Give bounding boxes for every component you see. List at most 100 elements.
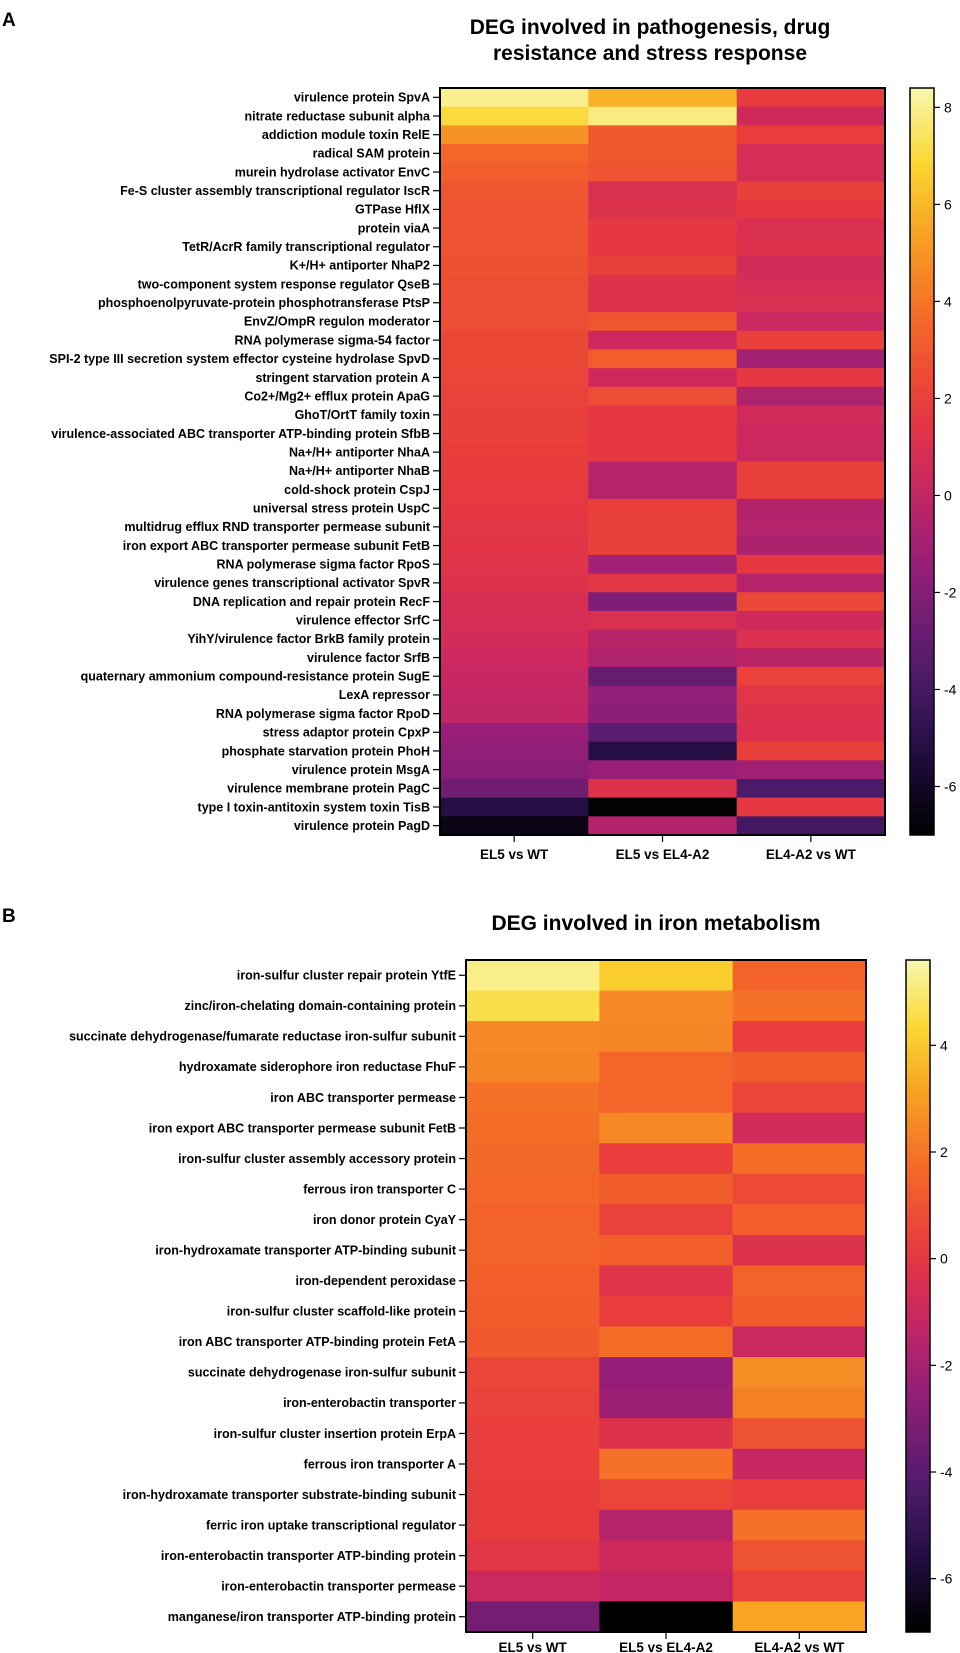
- heatmap-cell: [736, 106, 886, 126]
- heatmap-a-cells: [440, 88, 886, 836]
- colorbar-tick-label: 2: [944, 390, 952, 406]
- heatmap-cell: [736, 704, 886, 724]
- heatmap-cell: [440, 704, 589, 724]
- heatmap-cell: [440, 312, 589, 332]
- heatmap-cell: [588, 330, 738, 351]
- heatmap-cell: [736, 442, 886, 463]
- heatmap-cell: [440, 162, 589, 182]
- heatmap-cell: [466, 1448, 600, 1480]
- row-label: GhoT/OrtT family toxin: [295, 408, 430, 422]
- heatmap-cell: [588, 144, 738, 164]
- colorbar-tick-label: -2: [944, 584, 957, 600]
- heatmap-cell: [440, 629, 589, 649]
- heatmap-cell: [440, 88, 589, 108]
- colorbar-b: [905, 959, 931, 1633]
- heatmap-cell: [440, 666, 589, 687]
- row-label: RNA polymerase sigma factor RpoS: [217, 558, 430, 572]
- row-label: zinc/iron-chelating domain-containing pr…: [184, 999, 456, 1013]
- row-label: stress adaptor protein CpxP: [263, 726, 430, 740]
- heatmap-cell: [440, 648, 589, 668]
- heatmap-cell: [736, 610, 886, 631]
- heatmap-cell: [588, 424, 738, 444]
- heatmap-cell: [588, 442, 738, 463]
- heatmap-cell: [466, 1204, 600, 1236]
- row-label: RNA polymerase sigma factor RpoD: [216, 707, 430, 721]
- colorbar-tick-label: 0: [944, 487, 952, 503]
- colorbar-tick-label: -4: [940, 1464, 953, 1480]
- row-label: ferrous iron transporter A: [304, 1457, 456, 1471]
- heatmap-cell: [599, 1326, 734, 1358]
- heatmap-cell: [440, 517, 589, 537]
- heatmap-cell: [599, 1387, 734, 1419]
- row-label: EnvZ/OmpR regulon moderator: [244, 315, 430, 329]
- heatmap-cell: [736, 554, 886, 575]
- heatmap-cell: [440, 386, 589, 407]
- colorbar-a-ticks: 8 6 4 2 0 -2 -4 -6: [934, 99, 957, 794]
- heatmap-cell: [588, 629, 738, 649]
- heatmap-cell: [732, 1234, 867, 1267]
- row-label: iron ABC transporter ATP-binding protein…: [179, 1335, 456, 1349]
- heatmap-cell: [588, 685, 738, 705]
- heatmap-cell: [440, 125, 589, 145]
- chart-a-title-line-1: DEG involved in pathogenesis, drug: [470, 16, 831, 39]
- column-label: EL5 vs WT: [480, 847, 549, 862]
- heatmap-cell: [732, 1173, 867, 1205]
- heatmap-cell: [440, 330, 589, 351]
- row-label: addiction module toxin RelE: [262, 128, 430, 142]
- heatmap-cell: [599, 1051, 734, 1083]
- row-label: Fe-S cluster assembly transcriptional re…: [120, 184, 430, 198]
- panel-letter-a: A: [2, 10, 16, 31]
- heatmap-cell: [736, 424, 886, 444]
- chart-a-title-line-2: resistance and stress response: [493, 42, 807, 65]
- heatmap-cell: [599, 1143, 734, 1175]
- row-label: TetR/AcrR family transcriptional regulat…: [182, 240, 430, 254]
- heatmap-cell: [599, 1540, 734, 1572]
- heatmap-cell: [466, 1601, 600, 1633]
- heatmap-cell: [732, 1601, 867, 1633]
- column-label: EL4-A2 vs WT: [766, 847, 857, 862]
- row-label: nitrate reductase subunit alpha: [245, 109, 432, 123]
- heatmap-cell: [588, 797, 738, 817]
- heatmap-cell: [466, 1051, 600, 1083]
- heatmap-cell: [736, 517, 886, 537]
- heatmap-cell: [736, 256, 886, 276]
- row-label: phosphate starvation protein PhoH: [222, 744, 430, 758]
- colorbar-tick-label: -6: [944, 778, 957, 794]
- heatmap-cell: [588, 722, 738, 743]
- heatmap-cell: [588, 816, 738, 836]
- row-label: stringent starvation protein A: [255, 371, 430, 385]
- heatmap-cell: [466, 1326, 600, 1358]
- heatmap-cell: [466, 1082, 600, 1114]
- row-label: iron-enterobactin transporter: [283, 1396, 456, 1410]
- heatmap-cell: [440, 256, 589, 276]
- column-label: EL5 vs EL4-A2: [616, 847, 710, 862]
- heatmap-cell: [736, 480, 886, 500]
- heatmap-cell: [440, 293, 589, 313]
- heatmap-cell: [599, 1021, 734, 1053]
- heatmap-cell: [732, 1143, 867, 1175]
- heatmap-cell: [732, 1082, 867, 1114]
- colorbar-tick-label: 2: [940, 1144, 948, 1160]
- heatmap-cell: [588, 218, 738, 238]
- heatmap-cell: [588, 200, 738, 220]
- heatmap-cell: [736, 405, 886, 425]
- heatmap-cell: [440, 816, 589, 836]
- heatmap-cell: [588, 293, 738, 313]
- heatmap-cell: [732, 1448, 867, 1480]
- heatmap-cell: [588, 573, 738, 593]
- heatmap-cell: [588, 517, 738, 537]
- heatmap-cell: [736, 293, 886, 313]
- heatmap-cell: [736, 797, 886, 817]
- heatmap-cell: [440, 218, 589, 238]
- heatmap-b-frame: [465, 959, 867, 1633]
- heatmap-cell: [440, 200, 589, 220]
- heatmap-cell: [440, 498, 589, 519]
- heatmap-cell: [736, 760, 886, 780]
- heatmap-cell: [736, 498, 886, 519]
- row-label: virulence-associated ABC transporter ATP…: [51, 427, 430, 441]
- heatmap-cell: [732, 1112, 867, 1144]
- row-label: DNA replication and repair protein RecF: [193, 595, 430, 609]
- row-label: murein hydrolase activator EnvC: [235, 165, 430, 179]
- heatmap-cell: [440, 480, 589, 500]
